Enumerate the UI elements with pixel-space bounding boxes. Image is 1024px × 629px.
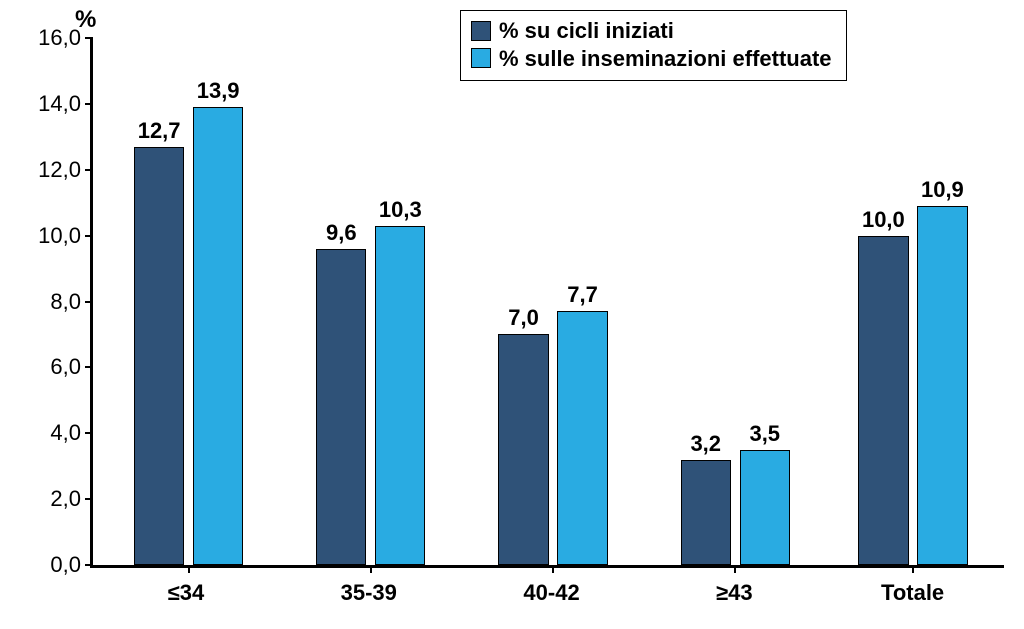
x-axis-category-label: 40-42 xyxy=(523,580,579,606)
bar-value-label: 7,7 xyxy=(558,282,606,308)
bar-group: 7,07,7 xyxy=(498,38,607,565)
bar-group: 9,610,3 xyxy=(316,38,425,565)
bar: 3,2 xyxy=(681,460,731,565)
bar-value-label: 3,2 xyxy=(682,431,730,457)
legend-swatch xyxy=(471,48,491,68)
bar-value-label: 13,9 xyxy=(194,78,242,104)
legend-item: % su cicli iniziati xyxy=(471,17,832,45)
y-tick-label: 0,0 xyxy=(50,552,81,578)
legend-swatch xyxy=(471,21,491,41)
bar-value-label: 10,3 xyxy=(376,197,424,223)
bar-value-label: 12,7 xyxy=(135,118,183,144)
bar-value-label: 3,5 xyxy=(741,421,789,447)
y-tick-label: 4,0 xyxy=(50,420,81,446)
legend-label: % su cicli iniziati xyxy=(499,17,674,45)
x-tick xyxy=(912,565,914,573)
bar: 10,3 xyxy=(375,226,425,565)
bar-value-label: 9,6 xyxy=(317,220,365,246)
y-tick-label: 8,0 xyxy=(50,289,81,315)
y-tick-label: 6,0 xyxy=(50,354,81,380)
bar-value-label: 10,0 xyxy=(859,207,907,233)
y-tick-label: 14,0 xyxy=(38,91,81,117)
bar-group: 10,010,9 xyxy=(858,38,967,565)
bar-group: 3,23,5 xyxy=(681,38,790,565)
plot-area: 12,713,99,610,37,07,73,23,510,010,9 0,02… xyxy=(90,38,1004,568)
legend-item: % sulle inseminazioni effettuate xyxy=(471,45,832,73)
x-tick xyxy=(552,565,554,573)
x-axis-category-label: ≥43 xyxy=(716,580,753,606)
y-tick-label: 12,0 xyxy=(38,157,81,183)
y-tick-label: 10,0 xyxy=(38,223,81,249)
bar-chart: % 12,713,99,610,37,07,73,23,510,010,9 0,… xyxy=(0,0,1024,629)
bar-value-label: 7,0 xyxy=(499,305,547,331)
bar: 7,7 xyxy=(557,311,607,565)
x-axis-category-label: 35-39 xyxy=(341,580,397,606)
y-tick-label: 16,0 xyxy=(38,25,81,51)
x-axis-category-label: Totale xyxy=(881,580,944,606)
bar-value-label: 10,9 xyxy=(918,177,966,203)
bar: 10,9 xyxy=(917,206,967,565)
legend-label: % sulle inseminazioni effettuate xyxy=(499,45,832,73)
bar: 12,7 xyxy=(134,147,184,565)
x-tick xyxy=(188,565,190,573)
bar: 7,0 xyxy=(498,334,548,565)
x-tick xyxy=(370,565,372,573)
bar: 10,0 xyxy=(858,236,908,565)
x-axis-category-label: ≤34 xyxy=(168,580,205,606)
legend: % su cicli iniziati% sulle inseminazioni… xyxy=(460,10,847,81)
y-tick-label: 2,0 xyxy=(50,486,81,512)
bar: 3,5 xyxy=(740,450,790,565)
x-tick xyxy=(734,565,736,573)
bar-group: 12,713,9 xyxy=(134,38,243,565)
bar: 13,9 xyxy=(193,107,243,565)
bar-groups: 12,713,99,610,37,07,73,23,510,010,9 xyxy=(93,38,1004,565)
bar: 9,6 xyxy=(316,249,366,565)
